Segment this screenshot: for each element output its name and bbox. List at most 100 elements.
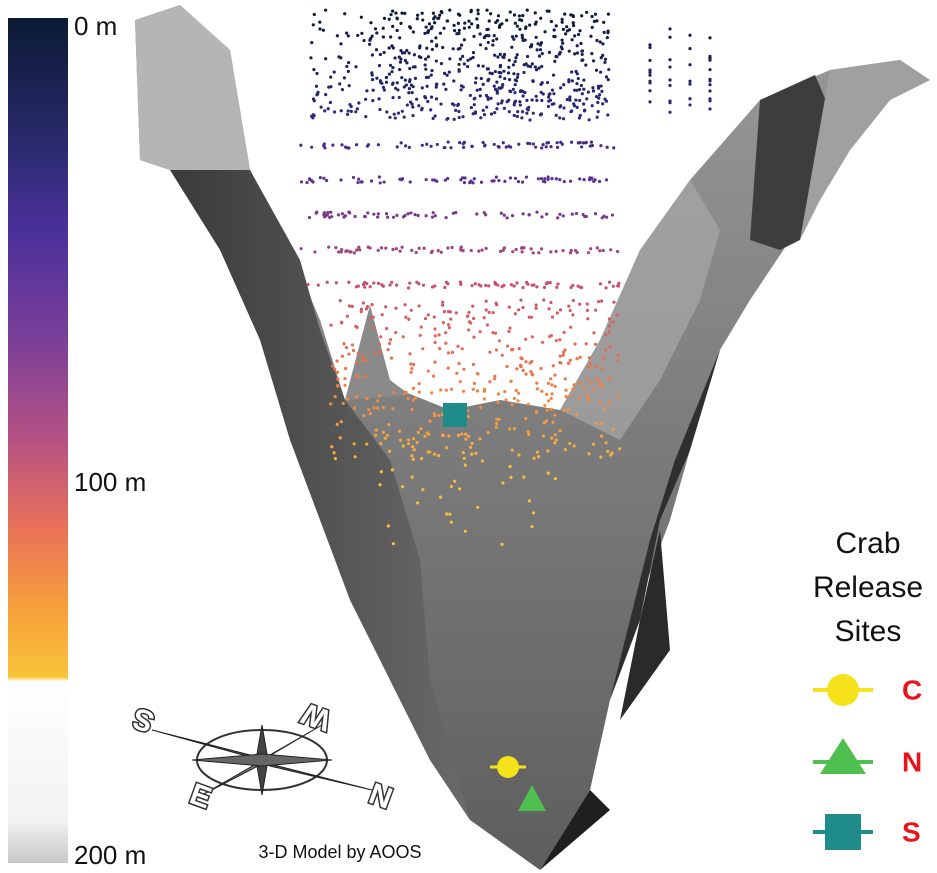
depth-point <box>545 213 548 216</box>
depth-point <box>487 431 490 434</box>
depth-point <box>599 40 602 43</box>
depth-point <box>612 285 615 288</box>
depth-point <box>467 415 470 418</box>
depth-point <box>688 47 691 50</box>
depth-point <box>432 374 435 377</box>
depth-point <box>609 248 612 251</box>
depth-point <box>569 110 572 113</box>
depth-point <box>553 441 556 444</box>
depth-point <box>407 212 410 215</box>
depth-point <box>421 18 424 21</box>
depth-point <box>523 91 526 94</box>
depth-point <box>379 181 382 184</box>
depth-point <box>552 364 555 367</box>
depth-point <box>562 117 565 120</box>
depth-point <box>390 281 393 284</box>
depth-point <box>548 51 551 54</box>
depth-point <box>407 438 410 441</box>
depth-point <box>483 316 486 319</box>
depth-point <box>600 90 603 93</box>
depth-point <box>453 103 456 106</box>
depth-point <box>458 487 461 490</box>
depth-point <box>409 371 412 374</box>
depth-point <box>455 372 458 375</box>
depth-point <box>561 18 564 21</box>
depth-point <box>434 36 437 39</box>
depth-point <box>515 79 518 82</box>
depth-point <box>365 282 368 285</box>
depth-point <box>554 250 557 253</box>
depth-point <box>508 78 511 81</box>
depth-point <box>599 282 602 285</box>
depth-point <box>387 524 390 527</box>
depth-point <box>520 116 523 119</box>
depth-point <box>592 443 595 446</box>
depth-point <box>461 115 464 118</box>
depth-point <box>559 141 562 144</box>
depth-point <box>427 76 430 79</box>
depth-point <box>532 112 535 115</box>
depth-point <box>535 410 538 413</box>
depth-point <box>509 10 512 13</box>
depth-point <box>606 146 609 149</box>
depth-point <box>521 14 524 17</box>
depth-point <box>607 377 610 380</box>
depth-point <box>600 56 603 59</box>
depth-point <box>389 64 392 67</box>
depth-point <box>515 281 518 284</box>
depth-point <box>516 76 519 79</box>
depth-point <box>382 431 385 434</box>
depth-point <box>394 12 397 15</box>
depth-point <box>412 85 415 88</box>
depth-point <box>473 97 476 100</box>
depth-point <box>469 94 472 97</box>
depth-point <box>374 434 377 437</box>
depth-point <box>415 98 418 101</box>
depth-point <box>500 212 503 215</box>
depth-point <box>365 442 368 445</box>
depth-point <box>311 180 314 183</box>
depth-point <box>354 65 357 68</box>
depth-point <box>511 449 514 452</box>
depth-point <box>507 330 510 333</box>
depth-point <box>602 21 605 24</box>
depth-point <box>501 543 504 546</box>
depth-point <box>425 47 428 50</box>
depth-point <box>407 286 410 289</box>
depth-point <box>501 481 504 484</box>
depth-point <box>531 62 534 65</box>
depth-point <box>571 14 574 17</box>
depth-point <box>491 331 494 334</box>
depth-point <box>567 80 570 83</box>
depth-point <box>590 15 593 18</box>
depth-point <box>539 48 542 51</box>
depth-point <box>493 34 496 37</box>
depth-point <box>608 281 611 284</box>
depth-point <box>391 407 394 410</box>
depth-point <box>457 63 460 66</box>
depth-point <box>483 113 486 116</box>
depth-point <box>536 387 539 390</box>
depth-point <box>446 117 449 120</box>
depth-point <box>471 145 474 148</box>
depth-point <box>487 78 490 81</box>
depth-point <box>299 247 302 250</box>
depth-point <box>453 480 456 483</box>
depth-point <box>402 335 405 338</box>
depth-point <box>587 452 590 455</box>
depth-point <box>408 51 411 54</box>
depth-point <box>501 83 504 86</box>
depth-point <box>425 214 428 217</box>
depth-point <box>336 371 339 374</box>
depth-point <box>466 315 469 318</box>
depth-point <box>430 145 433 148</box>
depth-point <box>482 109 485 112</box>
depth-point <box>324 9 327 12</box>
depth-point <box>426 85 429 88</box>
depth-point <box>576 72 579 75</box>
depth-point <box>426 31 429 34</box>
depth-point <box>460 43 463 46</box>
depth-point <box>441 46 444 49</box>
depth-point <box>559 86 562 89</box>
depth-point <box>462 451 465 454</box>
